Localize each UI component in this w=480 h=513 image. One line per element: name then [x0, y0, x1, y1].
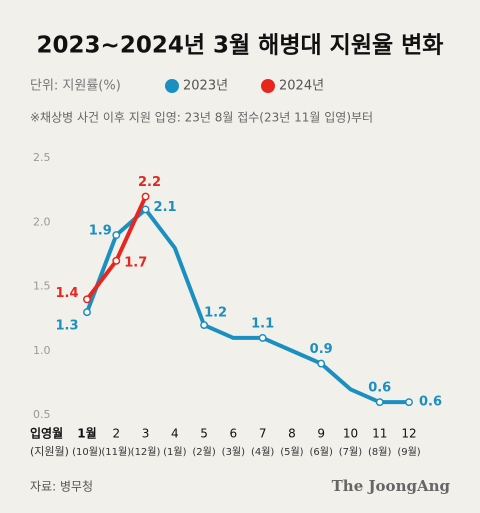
- x-tick-sublabel: (4월): [251, 446, 274, 458]
- y-tick-label: 2.0: [33, 215, 51, 228]
- x-tick-sublabel: (9월): [397, 446, 420, 458]
- point-marker: [317, 359, 326, 368]
- y-tick-label: 1.5: [33, 280, 51, 293]
- x-tick-label: 6: [230, 427, 238, 441]
- x-tick-sublabel: (3월): [222, 446, 245, 458]
- x-tick-label: 4: [171, 427, 179, 441]
- point-marker: [112, 231, 121, 240]
- point-marker: [83, 308, 91, 317]
- point-marker: [112, 256, 121, 265]
- data-label: 0.6: [368, 381, 391, 396]
- x-tick-sublabel: (6월): [309, 446, 332, 458]
- legend-swatch: [165, 79, 179, 93]
- point-marker: [141, 192, 150, 201]
- x-tick-sublabel: (5월): [280, 446, 303, 458]
- x-tick-sublabel: (10월): [72, 446, 102, 458]
- brand: The JoongAng: [332, 477, 451, 495]
- data-label: 2.2: [138, 175, 161, 190]
- x-tick-label: 9: [317, 427, 325, 441]
- x-tick-label: 3: [142, 427, 150, 441]
- x-tick-sublabel: (11월): [101, 446, 131, 458]
- series-line: [85, 207, 409, 405]
- x-tick-sublabel: (7월): [339, 446, 362, 458]
- legend-swatch: [261, 79, 275, 93]
- data-label: 0.9: [310, 342, 333, 357]
- point-marker: [258, 333, 267, 342]
- data-label: 1.4: [55, 286, 78, 301]
- x-axis-label: 입영월: [30, 426, 63, 441]
- source: 자료: 병무청: [30, 480, 93, 494]
- x-tick-label: 7: [259, 427, 267, 441]
- data-label: 1.7: [124, 255, 147, 270]
- x-tick-label: 1월: [77, 426, 96, 441]
- unit-label: 단위: 지원률(%): [30, 79, 121, 94]
- data-label: 1.3: [55, 319, 78, 334]
- y-tick-label: 2.5: [33, 151, 51, 164]
- y-tick-label: 0.5: [33, 408, 51, 421]
- legend-label: 2023년: [183, 79, 228, 94]
- point-marker: [141, 205, 150, 214]
- point-marker: [200, 321, 209, 329]
- y-tick-label: 1.0: [33, 344, 51, 357]
- x-tick-sublabel: (8월): [368, 446, 391, 458]
- x-tick-label: 12: [401, 427, 416, 441]
- x-tick-label: 5: [200, 427, 208, 441]
- x-tick-label: 11: [372, 427, 387, 441]
- data-label: 0.6: [419, 395, 442, 410]
- point-marker: [83, 295, 91, 304]
- x-tick-label: 2: [112, 427, 120, 441]
- x-tick-sublabel: (2월): [192, 446, 215, 458]
- data-label: 1.9: [89, 224, 112, 239]
- x-axis-sublabel: (지원월): [30, 445, 69, 458]
- x-tick-label: 8: [288, 427, 296, 441]
- point-marker: [375, 398, 384, 407]
- data-label: 1.2: [204, 306, 227, 321]
- legend-label: 2024년: [279, 79, 324, 94]
- data-label: 1.1: [251, 316, 274, 331]
- x-tick-sublabel: (1월): [163, 446, 186, 458]
- chart-title: 2023~2024년 3월 해병대 지원율 변화: [37, 33, 444, 59]
- note: ※채상병 사건 이후 지원 입영: 23년 8월 접수(23년 11월 입영)부…: [30, 111, 373, 125]
- point-marker: [405, 398, 413, 407]
- data-label: 2.1: [154, 200, 177, 215]
- x-tick-sublabel: (12월): [131, 446, 161, 458]
- x-tick-label: 10: [343, 427, 358, 441]
